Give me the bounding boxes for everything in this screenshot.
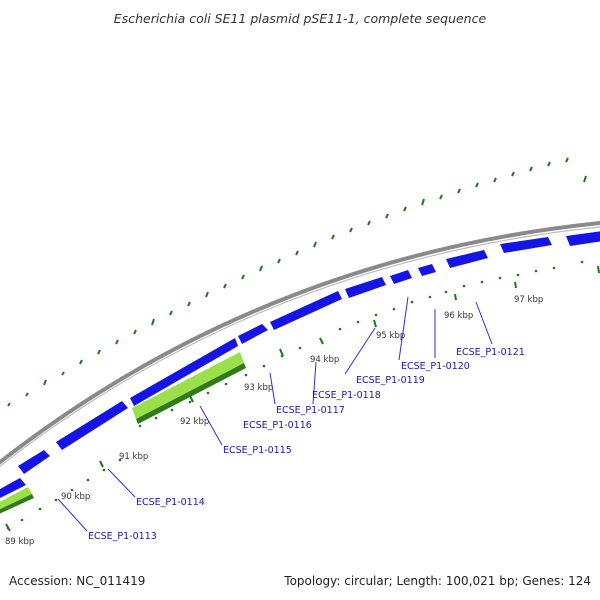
backbone-arc bbox=[0, 221, 600, 465]
gene-label-0118: ECSE_P1-0118 bbox=[312, 390, 381, 401]
tick-label-93: 93 kbp bbox=[244, 383, 273, 393]
tick-label-95: 95 kbp bbox=[376, 331, 405, 341]
tick-label-90: 90 kbp bbox=[61, 492, 90, 502]
gene-leader-lines bbox=[57, 296, 493, 532]
scale-tick-labels: 89 kbp 90 kbp 91 kbp 92 kbp 93 kbp 94 kb… bbox=[5, 295, 543, 547]
tick-label-92: 92 kbp bbox=[180, 417, 209, 427]
tick-label-94: 94 kbp bbox=[310, 355, 339, 365]
scale-tick-marks bbox=[5, 265, 600, 532]
gene-label-0121: ECSE_P1-0121 bbox=[456, 347, 525, 358]
topology-summary-text: Topology: circular; Length: 100,021 bp; … bbox=[284, 574, 591, 588]
tick-label-96: 96 kbp bbox=[444, 311, 473, 321]
gene-label-0119: ECSE_P1-0119 bbox=[356, 375, 425, 386]
gene-label-0114: ECSE_P1-0114 bbox=[136, 497, 205, 508]
accession-text: Accession: NC_011419 bbox=[9, 574, 146, 588]
gene-label-0115: ECSE_P1-0115 bbox=[223, 445, 292, 456]
gene-labels: ECSE_P1-0113 ECSE_P1-0114 ECSE_P1-0115 E… bbox=[88, 347, 525, 542]
map-title: Escherichia coli SE11 plasmid pSE11-1, c… bbox=[114, 11, 487, 26]
gene-label-0116: ECSE_P1-0116 bbox=[243, 420, 312, 431]
gene-label-0113: ECSE_P1-0113 bbox=[88, 531, 157, 542]
gc-skew-outer-track bbox=[7, 157, 587, 407]
gc-skew-inner-track bbox=[6, 260, 584, 530]
forward-genes bbox=[0, 231, 600, 498]
gene-label-0120: ECSE_P1-0120 bbox=[401, 361, 470, 372]
tick-label-91: 91 kbp bbox=[119, 452, 148, 462]
tick-label-89: 89 kbp bbox=[5, 537, 34, 547]
tick-label-97: 97 kbp bbox=[514, 295, 543, 305]
highlight-genes bbox=[0, 352, 246, 514]
gene-label-0117: ECSE_P1-0117 bbox=[276, 405, 345, 416]
